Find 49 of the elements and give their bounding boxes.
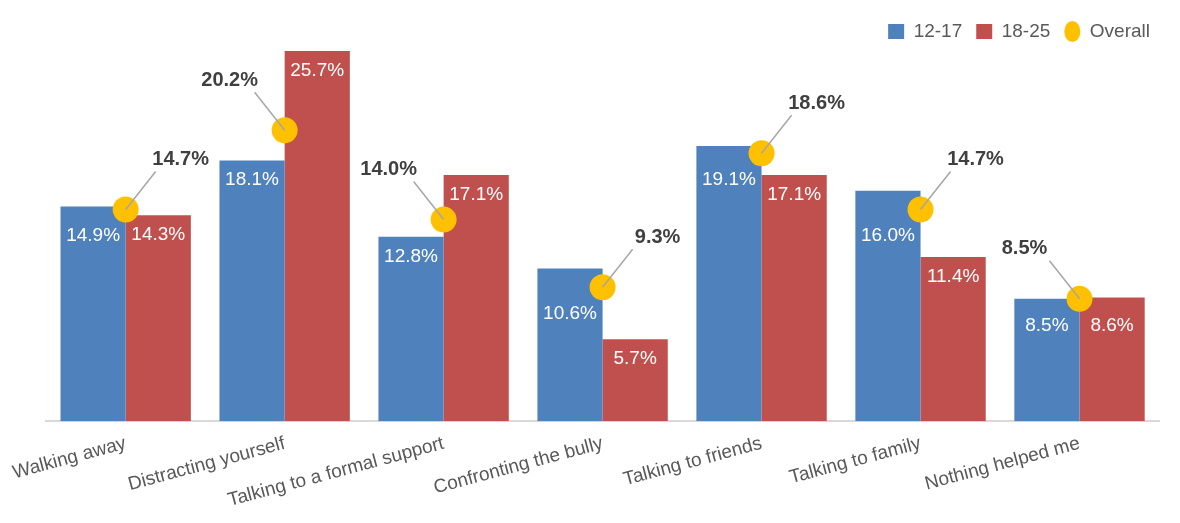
bar [125, 215, 191, 422]
point [1066, 285, 1093, 312]
bar [284, 51, 350, 422]
x-tick-label: Talking to friends [620, 431, 764, 490]
data-label: 17.1% [767, 182, 822, 204]
point [430, 206, 457, 233]
bar [443, 174, 509, 422]
data-label: 18.6% [788, 90, 846, 113]
data-label: 8.5% [1025, 313, 1069, 335]
point [589, 274, 616, 301]
bar [60, 206, 126, 422]
legend-label: Overall [1089, 19, 1151, 41]
data-label: 12.8% [384, 244, 439, 266]
bar [696, 146, 762, 422]
data-label: 25.7% [290, 58, 345, 80]
point [748, 140, 775, 167]
data-label: 14.7% [152, 147, 210, 170]
bar [378, 236, 444, 422]
data-label: 8.5% [1001, 236, 1048, 259]
data-label: 11.4% [926, 264, 980, 286]
bar [219, 160, 285, 422]
data-label: 10.6% [543, 302, 598, 324]
bar [761, 174, 827, 422]
bar [537, 268, 603, 422]
x-tick-label: Walking away [10, 431, 129, 483]
data-label: 14.3% [131, 222, 186, 244]
data-label: 14.9% [66, 224, 121, 246]
point [271, 117, 298, 144]
point [112, 196, 139, 223]
legend-label: 18-25 [1001, 19, 1051, 41]
data-label: 20.2% [201, 67, 259, 90]
bar [920, 257, 986, 422]
data-label: 8.6% [1090, 313, 1134, 335]
data-label: 18.1% [225, 168, 280, 190]
bar [602, 339, 668, 422]
point [907, 196, 934, 223]
x-tick-label: Nothing helped me [922, 431, 1082, 494]
x-tick-label: Talking to family [786, 431, 924, 488]
bar [1014, 298, 1080, 422]
data-label: 16.0% [861, 224, 915, 246]
data-label: 17.1% [449, 182, 504, 204]
legend-label: 12-17 [913, 19, 963, 41]
bar [855, 190, 921, 422]
data-label: 9.3% [634, 224, 681, 247]
bar [1079, 297, 1145, 422]
data-label: 19.1% [702, 168, 757, 190]
data-label: 5.7% [613, 346, 657, 368]
data-label: 14.0% [360, 157, 418, 180]
data-label: 14.7% [947, 147, 1005, 170]
